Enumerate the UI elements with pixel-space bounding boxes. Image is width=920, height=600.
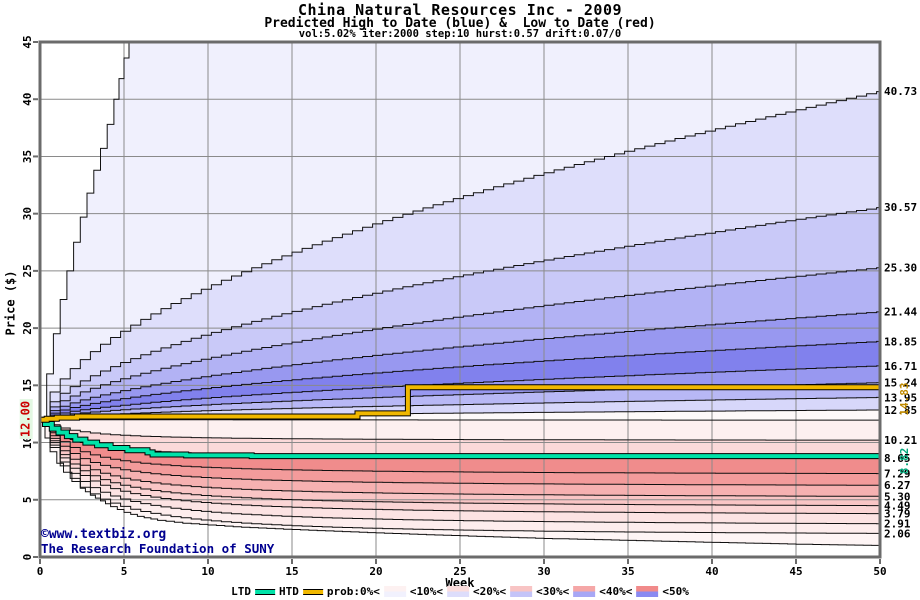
percentile-value-label: 5.30: [884, 490, 911, 503]
percentile-value-label: 12.85: [884, 404, 917, 417]
legend-step-label: <40%<: [599, 585, 633, 598]
legend-step-label: <30%<: [536, 585, 570, 598]
legend-ltd-swatch: [255, 588, 276, 595]
legend-step-label: <10%<: [409, 585, 443, 598]
x-tick-label: 15: [285, 565, 298, 578]
legend-prob-swatch-5: [636, 586, 659, 597]
percentile-value-label: 21.44: [884, 306, 917, 319]
legend-ltd-label: LTD: [231, 585, 252, 598]
ltd-final-value-label: 8.82: [898, 447, 912, 475]
high-percentile-line: [40, 90, 880, 421]
y-axis-title: Price ($): [3, 270, 18, 336]
percentile-value-label: 13.95: [884, 391, 917, 404]
y-tick-label: 35: [21, 150, 34, 163]
x-tick-label: 30: [537, 565, 550, 578]
legend-step-label: <50%: [662, 585, 689, 598]
legend-prob-label: prob:0%<: [326, 585, 380, 598]
copyright-url: ©www.textbiz.org: [41, 527, 167, 542]
x-tick-label: 10: [201, 565, 214, 578]
probability-band: [40, 419, 880, 458]
x-tick-label: 25: [453, 565, 466, 578]
y-tick-label: 30: [21, 207, 34, 220]
y-tick-label: 5: [21, 496, 34, 503]
htd-line: [40, 385, 880, 422]
percentile-value-label: 16.71: [884, 360, 917, 373]
legend-probability-steps: <10%< <20%< <30%< <40%< <50%: [383, 585, 689, 598]
legend-prob-swatch-3: [510, 586, 533, 597]
legend-prob-swatch-2: [446, 586, 469, 597]
htd-final-value-label: 14.83: [898, 382, 912, 416]
low-percentile-line: [40, 419, 880, 497]
y-tick-label: 0: [21, 554, 34, 561]
low-percentile-line: [40, 419, 880, 475]
low-percentile-line: [40, 419, 880, 507]
percentile-value-label: 6.27: [884, 479, 911, 492]
x-tick-label: 40: [705, 565, 718, 578]
percentile-value-label: 2.06: [884, 527, 911, 540]
percentile-value-label: 7.29: [884, 468, 911, 481]
x-tick-label: 45: [789, 565, 802, 578]
series-lines: [40, 384, 880, 460]
high-percentile-line: [40, 396, 880, 421]
legend: LTD HTD prob:0%< <10%< <20%< <30%< <40%< <50…: [231, 585, 689, 598]
x-tick-label: 5: [121, 565, 128, 578]
high-percentile-line: [40, 340, 880, 421]
percentile-value-label: 40.73: [884, 85, 917, 98]
chart-title: China Natural Resources Inc - 2009: [297, 1, 623, 19]
low-percentile-line: [40, 419, 880, 486]
x-tick-label: 50: [873, 565, 886, 578]
low-percentile-line: [40, 419, 880, 534]
tick-marks: [33, 41, 881, 564]
percentile-value-label: 30.57: [884, 201, 917, 214]
legend-htd-label: HTD: [279, 585, 299, 598]
y-tick-label: 15: [21, 379, 34, 392]
percentile-value-label: 15.24: [884, 377, 917, 390]
legend-htd-swatch: [302, 588, 323, 595]
copyright-attribution: The Research Foundation of SUNY: [41, 541, 275, 556]
legend-step-label: <20%<: [472, 585, 507, 598]
probability-band: [40, 419, 880, 474]
percentile-lines: [40, 42, 880, 546]
chart-parameters: vol:5.02% iter:2000 step:10 hurst:0.57 d…: [298, 28, 622, 40]
percentile-value-label: 3.79: [884, 508, 911, 521]
y-tick-label: 45: [21, 35, 34, 48]
y-tick-label: 10: [21, 436, 34, 449]
high-percentile-line: [40, 365, 880, 421]
chart-subtitle: Predicted High to Date (blue) & Low to D…: [264, 16, 656, 31]
plot-frame: [38, 40, 882, 559]
legend-prob-swatch-1: [383, 586, 406, 597]
x-tick-label: 20: [369, 565, 382, 578]
low-percentile-line: [40, 419, 880, 546]
low-percentile-line: [40, 419, 880, 441]
legend-prob-swatch-4: [573, 586, 596, 597]
y-tick-label: 25: [21, 264, 34, 277]
percentile-value-label: 25.30: [884, 261, 917, 274]
low-percentile-line: [40, 419, 880, 525]
high-percentile-line: [40, 207, 880, 421]
percentile-value-label: 10.21: [884, 434, 917, 447]
high-percentile-line: [40, 42, 130, 421]
x-tick-label: 35: [621, 565, 634, 578]
x-tick-labels: 0 5 10 15 20 25 30 35 40 45 50: [37, 565, 887, 578]
high-percentile-line: [40, 267, 880, 421]
probability-band: [40, 42, 880, 420]
percentile-value-label: 18.85: [884, 335, 917, 348]
percentile-value-label: 4.49: [884, 500, 911, 513]
start-price-label: 12.00: [18, 398, 33, 440]
y-tick-label: 40: [21, 93, 34, 106]
y-tick-label: 20: [21, 321, 34, 334]
right-value-labels: 40.73 30.57 25.30 21.44 18.85 16.71 15.2413.95…: [884, 85, 917, 541]
percentile-value-label: 2.91: [884, 518, 911, 531]
low-percentile-line: [40, 419, 880, 515]
percentile-value-label: 8.65: [884, 452, 911, 465]
x-tick-label: 0: [37, 565, 44, 578]
y-tick-labels: 0 5 10 15 20 25 30 35 40 45: [21, 35, 34, 560]
ltd-line: [40, 417, 880, 459]
high-percentile-line: [40, 311, 880, 421]
